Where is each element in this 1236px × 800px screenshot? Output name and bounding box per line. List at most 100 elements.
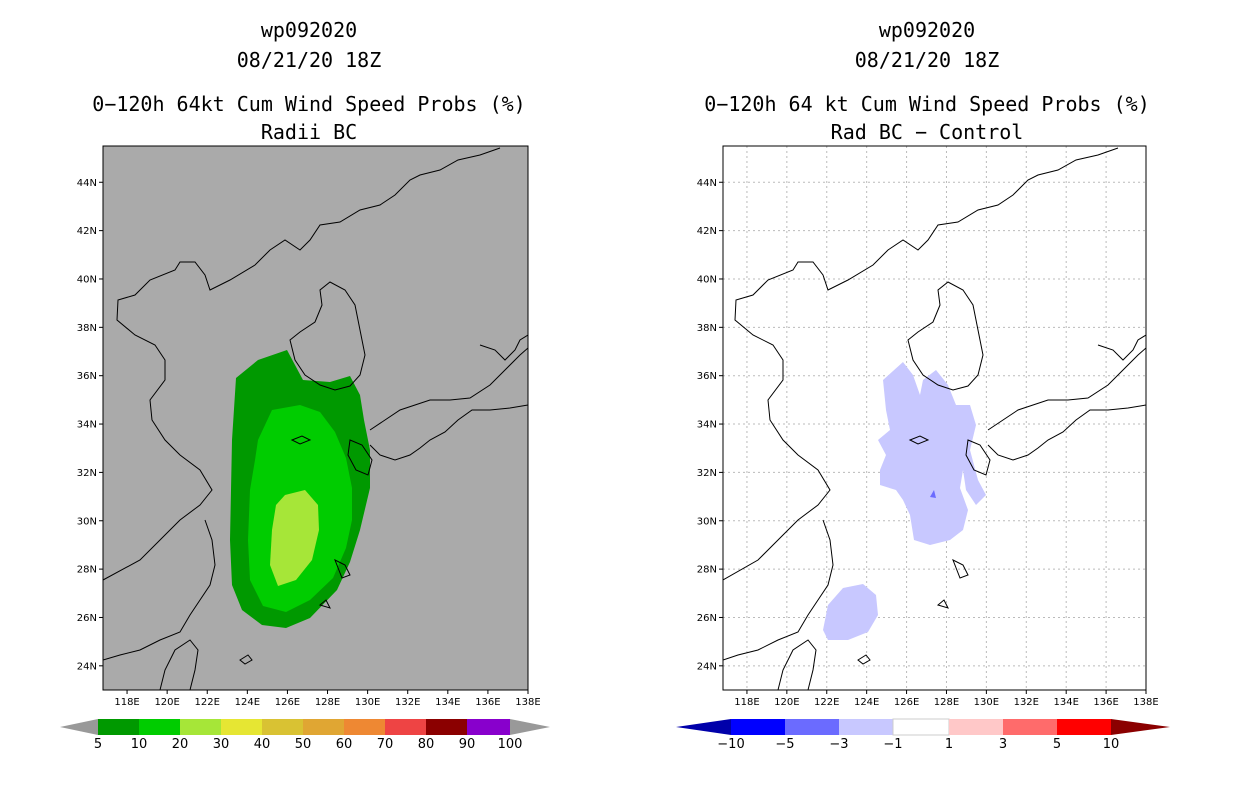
left-lat-label: 44N — [77, 178, 97, 189]
colorbar-label: 40 — [253, 737, 271, 752]
colorbar-label: −3 — [829, 737, 849, 752]
left-lon-label: 132E — [395, 697, 420, 708]
colorbar-bin-10 — [139, 719, 180, 735]
colorbar-bin-20 — [180, 719, 221, 735]
right-storm-id: wp092020 — [878, 18, 976, 42]
colorbar-label: 10 — [1102, 737, 1120, 752]
colorbar-bin-80 — [426, 719, 467, 735]
right-lon-label: 128E — [934, 697, 959, 708]
left-lon-label: 120E — [154, 697, 179, 708]
colorbar-bin-40 — [262, 719, 303, 735]
left-lon-label: 130E — [355, 697, 380, 708]
left-lon-label: 118E — [114, 697, 139, 708]
left-lon-label: 128E — [315, 697, 340, 708]
right-datetime: 08/21/20 18Z — [854, 48, 1000, 72]
right-map: 44N 42N 40N 38N 36N 34N 32N 30N 28N 26N 24N 118E 120… — [697, 145, 1158, 708]
right-colorbar — [676, 718, 1170, 736]
right-lon-label: 118E — [734, 697, 759, 708]
diff-colorbar-high-arrow — [1111, 719, 1170, 735]
right-lat-label: 38N — [697, 323, 717, 334]
left-subtitle: Radii BC — [260, 120, 358, 144]
right-lon-label: 126E — [894, 697, 919, 708]
right-lat-label: 24N — [697, 661, 717, 672]
colorbar-label: 100 — [497, 737, 523, 752]
diff-bin-3 — [1003, 719, 1057, 735]
right-lat-label: 40N — [697, 274, 717, 285]
colorbar-label: 1 — [944, 737, 954, 752]
diff-minus3-spot — [930, 490, 936, 498]
diff-bin-1 — [949, 719, 1003, 735]
right-lon-label: 122E — [814, 697, 839, 708]
right-lon-label: 134E — [1053, 697, 1078, 708]
colorbar-label: 60 — [335, 737, 353, 752]
right-lat-label: 32N — [697, 468, 717, 479]
prob-20-region — [270, 490, 319, 586]
left-lon-label: 136E — [475, 697, 500, 708]
left-title: 0−120h 64kt Cum Wind Speed Probs (%) — [92, 92, 526, 116]
colorbar-label: 3 — [998, 737, 1008, 752]
left-lat-label: 36N — [77, 371, 97, 382]
diff-bin-m10 — [731, 719, 785, 735]
colorbar-bin-70 — [385, 719, 426, 735]
left-datetime: 08/21/20 18Z — [236, 48, 382, 72]
colorbar-label: 10 — [130, 737, 148, 752]
left-lat-label: 40N — [77, 274, 97, 285]
right-lat-label: 26N — [697, 613, 717, 624]
colorbar-bin-5 — [98, 719, 139, 735]
left-lon-label: 126E — [275, 697, 300, 708]
left-lat-label: 30N — [77, 516, 97, 527]
left-lon-label: 138E — [515, 697, 540, 708]
colorbar-label: 5 — [1052, 737, 1062, 752]
right-lat-label: 42N — [697, 226, 717, 237]
left-lon-label: 134E — [435, 697, 460, 708]
right-lon-label: 124E — [854, 697, 879, 708]
colorbar-bin-60 — [344, 719, 385, 735]
colorbar-label: 90 — [458, 737, 476, 752]
colorbar-label: 70 — [376, 737, 394, 752]
diff-bin-m3 — [839, 719, 893, 735]
diff-minus1-region-south — [823, 584, 878, 640]
colorbar-label: 5 — [93, 737, 103, 752]
right-lat-label: 36N — [697, 371, 717, 382]
left-lat-label: 24N — [77, 661, 97, 672]
left-lat-label: 28N — [77, 565, 97, 576]
right-lon-label: 138E — [1133, 697, 1158, 708]
right-lon-label: 120E — [774, 697, 799, 708]
right-title: 0−120h 64 kt Cum Wind Speed Probs (%) — [704, 92, 1150, 116]
right-lon-label: 132E — [1014, 697, 1039, 708]
diff-colorbar-low-arrow — [676, 719, 731, 735]
colorbar-bin-30 — [221, 719, 262, 735]
colorbar-label: 30 — [212, 737, 230, 752]
right-lon-label: 136E — [1093, 697, 1118, 708]
right-lat-label: 30N — [697, 516, 717, 527]
colorbar-label: 50 — [294, 737, 312, 752]
left-panel: wp092020 08/21/20 18Z 0−120h 64kt Cum Wi… — [60, 18, 550, 752]
colorbar-label: −1 — [883, 737, 903, 752]
left-lon-label: 124E — [235, 697, 260, 708]
right-panel: wp092020 08/21/20 18Z 0−120h 64 kt Cum W… — [618, 0, 1236, 800]
diff-minus1-region-north — [878, 362, 986, 545]
left-lon-label: 122E — [195, 697, 220, 708]
colorbar-bin-50 — [303, 719, 344, 735]
left-map: 44N 42N 40N 38N 36N 34N 32N 30N 28N 26N 24N 118E 120… — [77, 145, 540, 708]
colorbar-bin-90 — [467, 719, 510, 735]
diff-bin-m1 — [892, 718, 950, 736]
left-lat-label: 26N — [77, 613, 97, 624]
left-lat-label: 32N — [77, 468, 97, 479]
left-storm-id: wp092020 — [260, 18, 358, 42]
colorbar-label: 80 — [417, 737, 435, 752]
left-lat-label: 34N — [77, 420, 97, 431]
colorbar-high-arrow — [510, 719, 550, 735]
colorbar-label: −5 — [775, 737, 795, 752]
colorbar-label: −10 — [717, 737, 745, 752]
left-colorbar — [60, 719, 550, 735]
diff-bin-m5 — [785, 719, 839, 735]
colorbar-label: 20 — [171, 737, 189, 752]
right-lon-label: 130E — [974, 697, 999, 708]
right-subtitle: Rad BC − Control — [830, 120, 1024, 144]
diff-bin-5 — [1057, 719, 1111, 735]
right-lat-label: 34N — [697, 420, 717, 431]
colorbar-low-arrow — [60, 719, 98, 735]
left-lat-label: 38N — [77, 323, 97, 334]
right-lat-label: 44N — [697, 178, 717, 189]
